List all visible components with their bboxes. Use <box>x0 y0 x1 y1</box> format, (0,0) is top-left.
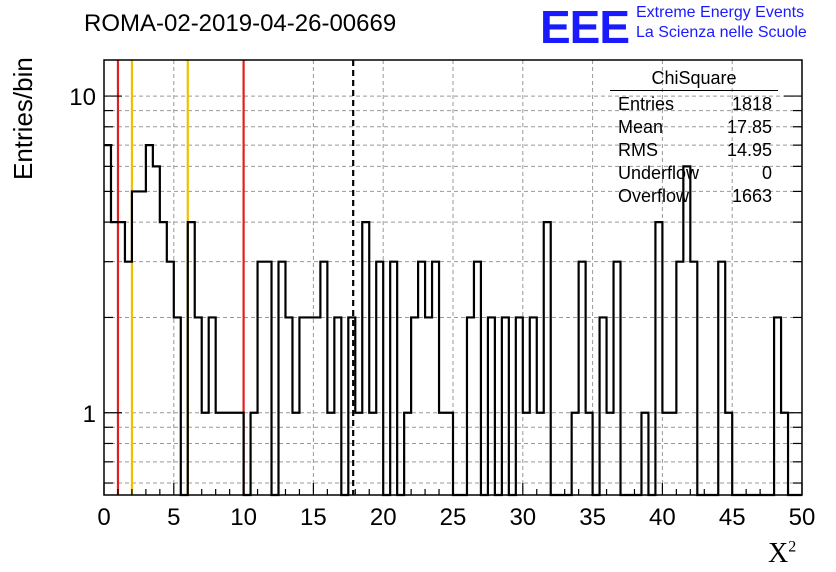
stats-row-rms: RMS 14.95 <box>618 140 772 160</box>
logo-line-2: La Scienza nelle Scuole <box>636 24 807 41</box>
x-tick-label: 25 <box>440 504 467 531</box>
eee-logo: EEE <box>540 1 630 53</box>
x-axis-ticks: 0 5 10 15 20 25 30 35 40 45 50 <box>97 483 815 531</box>
x-tick-label: 40 <box>649 504 676 531</box>
y-tick-label: 1 <box>83 401 96 428</box>
y-axis-label: Entries/bin <box>8 57 38 180</box>
logo-line-1: Extreme Energy Events <box>636 4 805 21</box>
stats-box: ChiSquare Entries 1818 Mean 17.85 RMS 14.95… <box>610 68 778 208</box>
reference-lines <box>116 60 355 495</box>
y-tick-label: 10 <box>69 84 96 111</box>
x-tick-label: 20 <box>370 504 397 531</box>
x-axis-label: X2 <box>768 538 797 569</box>
stats-row-underflow: Underflow 0 <box>618 163 772 183</box>
y-axis-ticks: 1 10 <box>69 84 802 484</box>
stats-title: ChiSquare <box>610 68 778 91</box>
x-tick-label: 5 <box>167 504 180 531</box>
x-tick-label: 30 <box>509 504 536 531</box>
x-tick-label: 50 <box>789 504 816 531</box>
stats-row-mean: Mean 17.85 <box>618 117 772 137</box>
stats-row-entries: Entries 1818 <box>618 94 772 114</box>
x-tick-label: 45 <box>719 504 746 531</box>
run-title: ROMA-02-2019-04-26-00669 <box>84 10 397 37</box>
x-tick-label: 10 <box>230 504 257 531</box>
x-tick-label: 15 <box>300 504 327 531</box>
stats-row-overflow: Overflow 1663 <box>618 186 772 206</box>
histogram-outline <box>104 144 802 497</box>
x-tick-label: 0 <box>97 504 110 531</box>
x-tick-label: 35 <box>579 504 606 531</box>
